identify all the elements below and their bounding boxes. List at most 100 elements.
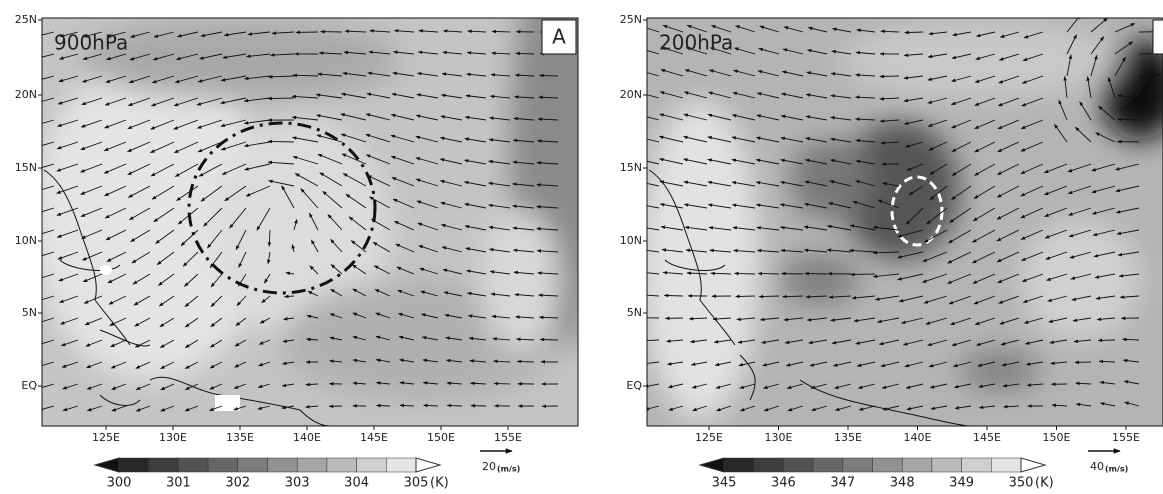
wind-vector xyxy=(419,267,439,275)
wind-vector xyxy=(369,29,391,33)
wind-vector xyxy=(997,119,1020,130)
wind-vector xyxy=(1115,163,1140,171)
wind-vector xyxy=(858,405,876,411)
wind-vector xyxy=(658,157,684,165)
wind-vector xyxy=(906,405,924,411)
colorbar-max xyxy=(1020,457,1047,473)
wind-vector xyxy=(130,31,151,38)
wind-vector xyxy=(974,141,996,153)
wind-vector xyxy=(446,403,463,408)
wind-vector xyxy=(1044,229,1068,239)
wind-vector xyxy=(731,180,756,187)
wind-vector xyxy=(491,314,511,319)
wind-vector xyxy=(60,317,79,325)
wind-vectors xyxy=(42,29,559,412)
wind-vector xyxy=(373,265,391,275)
wind-vector xyxy=(184,295,199,308)
wind-vector xyxy=(182,251,199,267)
wind-vector xyxy=(42,273,55,279)
wind-vector xyxy=(667,383,684,389)
wind-vector xyxy=(879,74,900,79)
wind-vector xyxy=(367,175,391,187)
wind-vector xyxy=(1090,54,1098,77)
wind-vector xyxy=(1001,361,1020,367)
wind-vector xyxy=(1092,229,1116,237)
wind-vector xyxy=(490,73,511,77)
wind-vector xyxy=(330,288,343,297)
wind-vector xyxy=(997,273,1020,284)
panel-a-shading xyxy=(42,18,578,426)
wind-vector xyxy=(341,153,367,165)
wind-vector xyxy=(1000,339,1020,346)
wind-vector xyxy=(1054,124,1068,143)
wind-vector xyxy=(374,289,391,297)
wind-vector xyxy=(996,229,1020,242)
panel-b-shading xyxy=(647,18,1163,426)
wind-vector xyxy=(86,361,103,369)
wind-vector xyxy=(715,383,732,389)
wind-vector xyxy=(85,339,103,347)
wind-vector xyxy=(317,153,343,165)
wind-vector xyxy=(1021,273,1044,283)
wind-vector xyxy=(375,381,391,385)
wind-vector xyxy=(42,31,55,36)
wind-vector xyxy=(350,240,367,253)
wind-vector xyxy=(110,361,127,369)
wind-vector xyxy=(927,97,948,104)
generated: 900hPa A 25N 20N 15N 10N 5N EQ 125E 130E 135E 140E 1… xyxy=(15,13,1163,491)
panel-label-box xyxy=(1152,19,1163,55)
wind-vector xyxy=(734,47,756,55)
wind-vector xyxy=(203,207,223,227)
wind-vector xyxy=(42,207,55,213)
wind-vector xyxy=(763,405,780,412)
wind-vector xyxy=(440,201,463,209)
wind-vector xyxy=(300,188,319,209)
level-label: 900hPa xyxy=(54,31,128,55)
wind-vector xyxy=(514,292,535,297)
wind-vector xyxy=(42,185,55,191)
wind-vector xyxy=(488,203,511,209)
wind-vector xyxy=(233,383,247,389)
wind-vector xyxy=(732,91,756,99)
wind-vector xyxy=(110,339,127,348)
wind-vector xyxy=(1067,163,1092,173)
wind-vector xyxy=(780,225,804,231)
wind-vector xyxy=(659,202,684,209)
plot-frame xyxy=(41,17,579,427)
wind-vector xyxy=(464,224,487,231)
wind-vector xyxy=(732,226,756,231)
wind-vector xyxy=(1024,339,1044,345)
wind-vector xyxy=(442,50,463,55)
wind-vector xyxy=(209,339,223,348)
wind-vector xyxy=(82,53,103,61)
wind-vector xyxy=(439,136,463,143)
wind-vector xyxy=(1090,36,1105,55)
wind-vector xyxy=(135,405,151,412)
wind-vector xyxy=(1093,251,1116,258)
wind-vector xyxy=(56,141,79,150)
wind-vector xyxy=(245,185,271,197)
x-tick-label: 135E xyxy=(834,431,862,444)
wind-vector xyxy=(1090,18,1108,33)
wind-vector xyxy=(647,27,660,33)
wind-vector xyxy=(707,203,732,209)
wind-vector xyxy=(392,71,415,77)
wind-vector xyxy=(857,383,876,389)
wind-vector xyxy=(785,361,804,367)
wind-vector xyxy=(341,92,367,99)
wind-vector xyxy=(1070,273,1092,280)
wind-vector xyxy=(897,229,924,238)
wind-vector xyxy=(831,339,852,345)
wind-vector xyxy=(56,163,79,172)
wind-vector xyxy=(731,203,756,209)
colorbar-bin xyxy=(237,457,268,473)
wind-vector xyxy=(1021,97,1044,107)
wind-vector xyxy=(150,119,175,130)
wind-vector xyxy=(151,75,175,84)
wind-vector xyxy=(1098,359,1116,364)
wind-vector xyxy=(906,163,924,171)
wind-vector xyxy=(80,119,103,128)
wind-vector xyxy=(316,114,343,121)
wind-vector xyxy=(1074,126,1092,143)
colorbar-unit: (K) xyxy=(1035,476,1054,491)
